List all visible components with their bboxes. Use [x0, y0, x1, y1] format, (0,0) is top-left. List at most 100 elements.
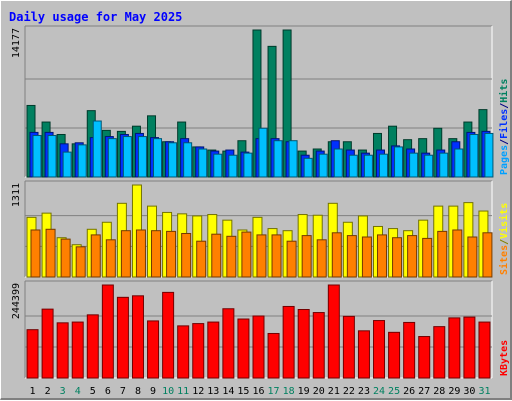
- bar-sites-day-29: [452, 229, 463, 278]
- bar-kbytes-day-25: [388, 331, 401, 379]
- legend-entry: Visits: [498, 203, 510, 239]
- x-tick-label: 18: [283, 386, 295, 397]
- bar-kbytes-day-7: [116, 296, 129, 379]
- x-tick-label: 1: [30, 386, 36, 397]
- legend-entry: /: [499, 103, 510, 109]
- x-tick-label: 4: [75, 386, 81, 397]
- bar-kbytes-day-18: [282, 305, 295, 379]
- x-tick-label: 15: [237, 386, 249, 397]
- legend-entry: Hits: [498, 79, 510, 103]
- bar-pages-day-14: [228, 154, 238, 178]
- bar-pages-day-23: [363, 154, 373, 178]
- bar-sites-day-19: [301, 235, 312, 278]
- panel-legend: Pages/Files/Hits: [498, 79, 510, 175]
- bar-pages-day-12: [198, 148, 208, 178]
- x-tick-label: 28: [433, 386, 445, 397]
- bar-pages-day-13: [213, 153, 223, 178]
- bar-sites-day-12: [196, 240, 207, 278]
- bar-pages-day-18: [288, 140, 298, 178]
- x-axis-labels: 1 2 3 4 5 6 7 8 9 10 11 12 13 14 15 16 17 18 19 20 21 22 23 24 2…: [30, 386, 491, 397]
- bar-sites-day-10: [166, 230, 177, 278]
- x-tick-label: 23: [358, 386, 370, 397]
- x-tick-label: 29: [448, 386, 460, 397]
- bar-sites-day-5: [90, 234, 101, 278]
- bar-kbytes-day-9: [147, 320, 160, 379]
- bar-pages-day-9: [153, 138, 163, 178]
- bar-pages-day-31: [484, 132, 494, 178]
- x-tick-label: 20: [313, 386, 325, 397]
- x-tick-label: 3: [60, 386, 66, 397]
- x-tick-label: 7: [120, 386, 126, 397]
- bar-sites-day-31: [482, 232, 493, 278]
- bar-pages-day-2: [47, 135, 57, 178]
- bar-sites-day-13: [211, 233, 222, 278]
- y-max-label: 1311: [11, 183, 22, 207]
- x-tick-label: 2: [45, 386, 51, 397]
- bar-sites-day-30: [467, 236, 478, 278]
- bar-kbytes-day-21: [327, 284, 340, 379]
- bar-kbytes-day-26: [403, 321, 416, 379]
- bar-pages-day-26: [409, 152, 419, 178]
- bar-kbytes-day-15: [237, 318, 250, 379]
- bar-sites-day-27: [422, 237, 433, 278]
- bar-kbytes-day-19: [297, 309, 310, 379]
- bar-kbytes-day-3: [56, 322, 69, 379]
- bar-pages-day-21: [333, 148, 343, 178]
- bar-pages-day-1: [32, 135, 42, 178]
- panel-kbytes: 244399 KBytes: [11, 280, 510, 379]
- bar-pages-day-7: [122, 136, 132, 178]
- x-tick-label: 14: [222, 386, 234, 397]
- bar-kbytes-day-22: [342, 315, 355, 379]
- bar-pages-day-16: [258, 127, 268, 178]
- bar-kbytes-day-31: [478, 321, 491, 379]
- x-tick-label: 21: [328, 386, 340, 397]
- legend-entry: KBytes: [499, 340, 510, 376]
- legend-entry: Files: [498, 109, 510, 139]
- bar-kbytes-day-13: [207, 321, 220, 379]
- x-tick-label: 16: [252, 386, 264, 397]
- bar-sites-day-26: [407, 235, 418, 278]
- bar-kbytes-day-6: [101, 284, 114, 379]
- bar-sites-day-23: [361, 236, 372, 278]
- bar-kbytes-day-10: [162, 291, 175, 379]
- bar-kbytes-day-5: [86, 314, 99, 379]
- bar-kbytes-day-2: [41, 308, 54, 379]
- x-tick-label: 31: [478, 386, 490, 397]
- bar-sites-day-8: [135, 229, 146, 278]
- x-tick-label: 6: [105, 386, 111, 397]
- bar-kbytes-day-4: [71, 321, 84, 379]
- bar-sites-day-3: [60, 238, 71, 278]
- panel-visits: 1311 Sites/Visits: [11, 180, 510, 278]
- bar-pages-day-29: [454, 148, 464, 178]
- bar-kbytes-day-24: [373, 320, 386, 379]
- bar-kbytes-day-16: [252, 315, 265, 379]
- bar-kbytes-day-1: [26, 329, 39, 379]
- bar-pages-day-25: [394, 146, 404, 178]
- bar-sites-day-16: [256, 234, 267, 278]
- bar-sites-day-2: [45, 228, 56, 278]
- legend-entry: Pages: [499, 145, 510, 175]
- bar-kbytes-day-14: [222, 308, 235, 379]
- bar-kbytes-day-20: [312, 312, 325, 379]
- bar-sites-day-22: [346, 235, 357, 278]
- chart-title: Daily usage for May 2025: [9, 10, 182, 24]
- bar-kbytes-day-12: [192, 323, 205, 379]
- bar-kbytes-day-29: [448, 317, 461, 379]
- x-tick-label: 26: [403, 386, 415, 397]
- bar-pages-day-8: [137, 136, 147, 178]
- bar-sites-day-21: [331, 232, 342, 278]
- x-tick-label: 30: [463, 386, 475, 397]
- bar-pages-day-20: [318, 153, 328, 178]
- y-max-label: 14177: [11, 28, 22, 58]
- bar-pages-day-22: [348, 154, 358, 178]
- bar-sites-day-7: [120, 230, 131, 278]
- bar-kbytes-day-30: [463, 316, 476, 379]
- bar-pages-day-17: [273, 140, 283, 178]
- bar-pages-day-30: [469, 133, 479, 178]
- x-tick-label: 19: [298, 386, 310, 397]
- legend-entry: Sites: [498, 245, 510, 275]
- bar-sites-day-6: [105, 239, 116, 278]
- bar-sites-day-14: [226, 235, 237, 278]
- bar-pages-day-10: [168, 142, 178, 178]
